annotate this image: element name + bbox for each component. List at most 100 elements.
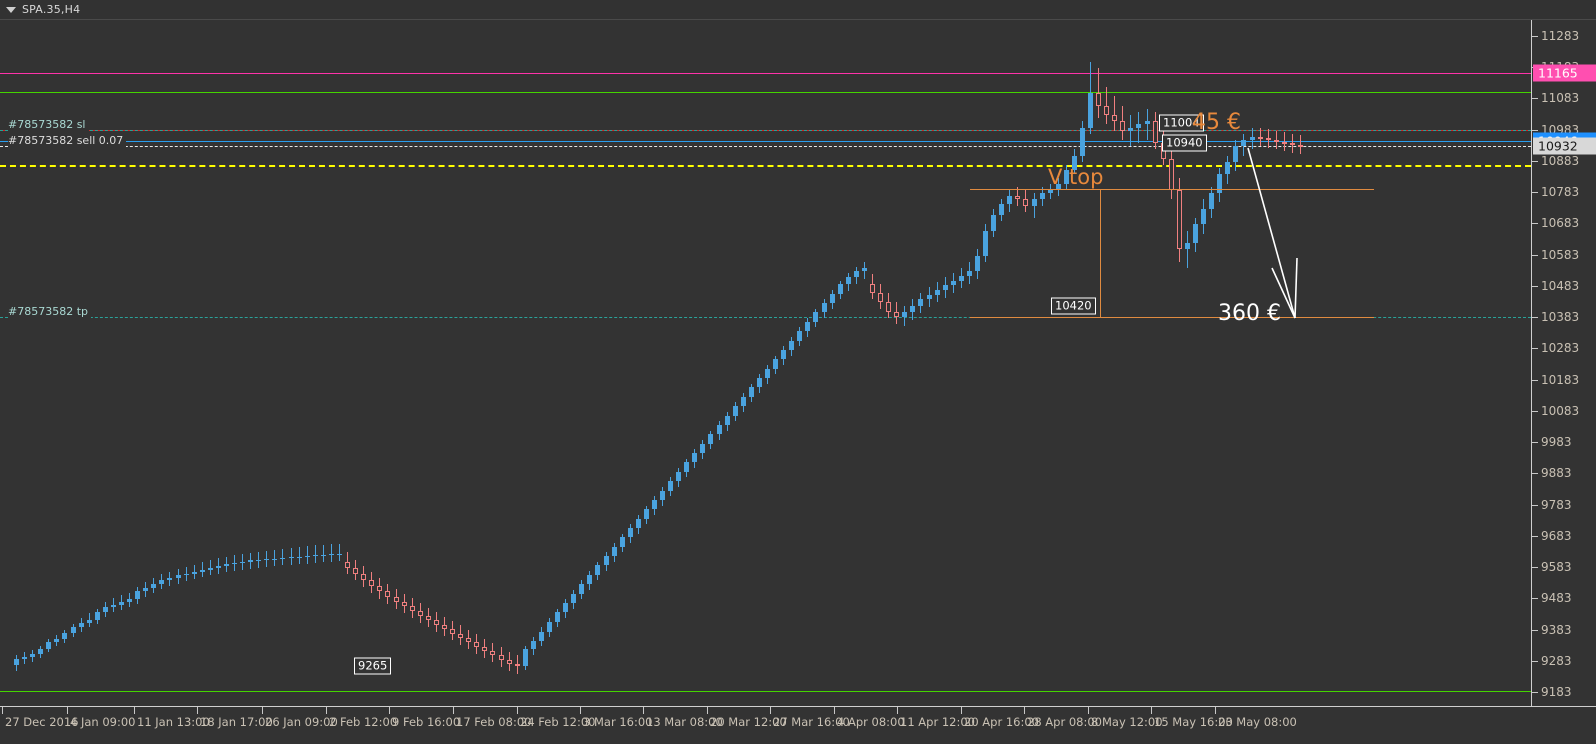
candle-body <box>1080 127 1085 156</box>
candle-body <box>951 280 956 286</box>
candle-body <box>87 619 92 623</box>
price-tick <box>1532 379 1538 381</box>
candle-wick <box>1187 230 1188 269</box>
candle-body <box>54 639 59 642</box>
candle-body <box>692 453 697 463</box>
candle-body <box>426 616 431 621</box>
candle-body <box>385 591 390 597</box>
candle-wick <box>282 549 283 566</box>
candle-body <box>935 289 940 295</box>
candle-body <box>256 559 261 561</box>
time-tick-label: 18 Jan 17:00 <box>200 715 273 729</box>
candle-body <box>1241 140 1246 147</box>
candle-body <box>983 230 988 256</box>
price-tick <box>1532 98 1538 100</box>
sell-entry-line[interactable] <box>0 145 1531 147</box>
page-title: SPA.35,H4 <box>22 3 81 16</box>
candle-body <box>1298 144 1303 147</box>
price-tick <box>1532 36 1538 37</box>
price-axis[interactable]: 1128311183110831098310883107831068310583… <box>1531 20 1596 706</box>
time-tick <box>389 707 390 714</box>
candle-body <box>733 406 738 416</box>
price-tick-label: 10583 <box>1541 247 1580 262</box>
candle-body <box>1290 143 1295 146</box>
take-profit-line[interactable] <box>0 317 1531 319</box>
price-tick-label: 9983 <box>1541 435 1572 450</box>
candle-body <box>361 574 366 581</box>
time-tick-label: 9 Feb 16:00 <box>392 715 461 729</box>
candle-body <box>184 573 189 576</box>
candle-body <box>999 204 1004 215</box>
candle-body <box>805 321 810 332</box>
candle-body <box>846 277 851 285</box>
candle-wick <box>1260 127 1261 147</box>
candle-body <box>95 611 100 620</box>
candle-body <box>741 396 746 407</box>
time-tick-label: 3 Mar 16:00 <box>583 715 653 729</box>
candle-body <box>272 558 277 560</box>
candle-body <box>22 656 27 660</box>
candle-body <box>781 349 786 360</box>
time-tick <box>961 707 962 714</box>
chart-plot-area[interactable]: 11004 10940 10420 9265 45 € 360 € V top #7857… <box>0 20 1531 706</box>
candle-body <box>595 565 600 575</box>
price-tick-label: 10883 <box>1541 153 1580 168</box>
candle-body <box>224 564 229 567</box>
candle-wick <box>1138 111 1139 144</box>
green-upper-line <box>0 92 1531 94</box>
price-tick <box>1532 317 1538 319</box>
candle-body <box>563 602 568 613</box>
time-tick <box>1088 707 1089 714</box>
caret-down-icon[interactable] <box>6 6 16 13</box>
candle-wick <box>291 547 292 565</box>
candle-body <box>1136 124 1141 128</box>
candle-body <box>240 561 245 563</box>
candle-body <box>1064 169 1069 184</box>
candle-body <box>499 655 504 660</box>
price-tick-label: 11083 <box>1541 91 1580 106</box>
candle-body <box>1072 155 1077 170</box>
candle-body <box>280 557 285 559</box>
time-tick <box>580 707 581 714</box>
candle-body <box>1007 196 1012 205</box>
candle-body <box>1128 127 1133 131</box>
stop-loss-line[interactable] <box>0 129 1531 131</box>
price-tick <box>1532 567 1538 569</box>
candle-body <box>773 359 778 369</box>
time-tick-label: 26 Jan 09:00 <box>265 715 338 729</box>
candle-body <box>1233 146 1238 162</box>
candle-body <box>143 587 148 592</box>
resistance-tag: 11165 <box>1533 64 1596 82</box>
time-tick-label: 28 Apr 08:00 <box>1027 715 1102 729</box>
candle-wick <box>1017 186 1018 206</box>
candle-body <box>490 651 495 656</box>
measure-line <box>970 317 1374 319</box>
price-tick <box>1532 192 1538 194</box>
candle-body <box>200 569 205 572</box>
candle-body <box>345 561 350 568</box>
candle-body <box>813 312 818 322</box>
candle-body <box>1201 208 1206 225</box>
candle-body <box>434 620 439 625</box>
candle-body <box>458 633 463 638</box>
time-tick <box>262 707 263 714</box>
time-tick <box>1215 707 1216 714</box>
time-tick-label: 20 Apr 16:00 <box>964 715 1039 729</box>
candle-wick <box>218 557 219 574</box>
candle-body <box>700 443 705 454</box>
candle-wick <box>113 597 114 612</box>
price-tick-label: 10783 <box>1541 185 1580 200</box>
price-tick <box>1532 473 1538 475</box>
candle-body <box>62 632 67 640</box>
time-tick <box>453 707 454 714</box>
price-tick-label: 9683 <box>1541 528 1572 543</box>
time-tick-label: 17 Feb 08:00 <box>456 715 532 729</box>
candle-body <box>918 299 923 306</box>
candle-body <box>305 556 310 558</box>
price-tick <box>1532 504 1538 506</box>
candle-body <box>79 622 84 628</box>
candle-wick <box>266 551 267 567</box>
candle-body <box>1274 140 1279 143</box>
candle-wick <box>339 543 340 562</box>
time-axis[interactable]: 27 Dec 2016 4 Jan 09:00 11 Jan 13:00 18 Jan… <box>0 706 1596 744</box>
